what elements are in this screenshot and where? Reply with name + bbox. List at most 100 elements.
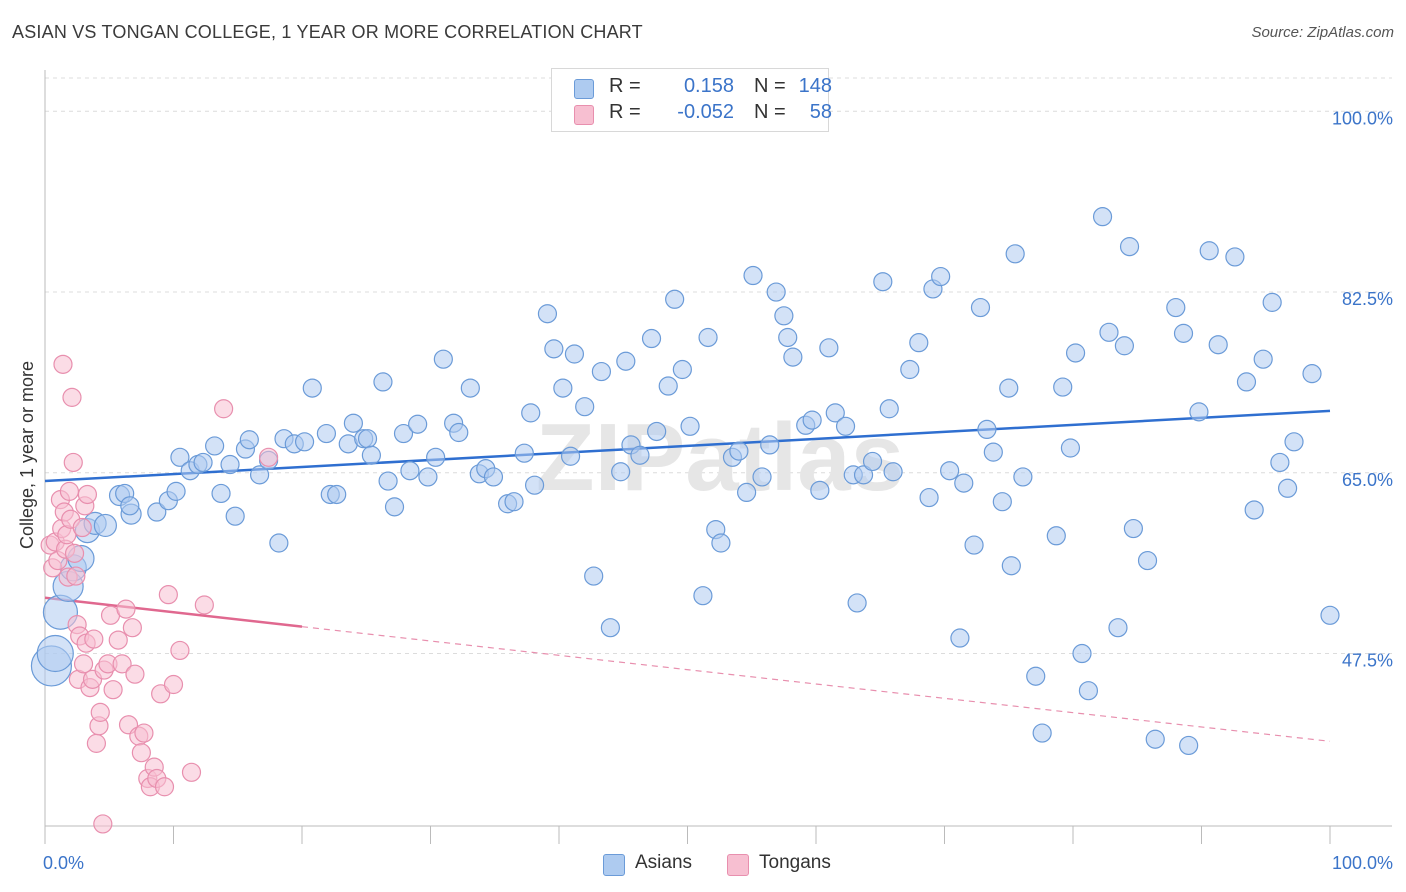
asian-point (433, 349, 453, 369)
asian-point (483, 467, 504, 487)
tongan-point (131, 743, 151, 763)
asian-point (393, 423, 414, 444)
asians-swatch (574, 79, 594, 99)
asian-point (862, 451, 883, 472)
tongan-point (122, 618, 142, 638)
asian-point (970, 297, 991, 318)
y-axis-label: College, 1 year or more (17, 361, 37, 549)
asian-point (1114, 336, 1135, 356)
tongan-point (93, 814, 113, 834)
asian-point (1225, 247, 1245, 267)
chart-title: ASIAN VS TONGAN COLLEGE, 1 YEAR OR MORE … (12, 22, 643, 42)
asian-point (1262, 292, 1282, 312)
y-tick-label: 65.0% (1342, 470, 1393, 490)
asian-point (1208, 335, 1228, 355)
tongan-point (59, 481, 80, 501)
y-tick-label: 47.5% (1342, 651, 1393, 671)
tongan-point (214, 399, 234, 419)
tick-labels: 47.5% 65.0% 82.5% 100.0% 0.0% 100.0% (43, 108, 1393, 873)
asian-point (239, 430, 259, 450)
tongan-point (63, 452, 83, 473)
n-label: N = (754, 75, 786, 97)
asian-point (373, 372, 393, 392)
asian-point (418, 467, 438, 487)
asian-point (641, 328, 662, 349)
asian-point (584, 566, 604, 586)
tongan-point (53, 354, 73, 374)
asian-point (302, 378, 322, 398)
y-tick-label: 82.5% (1342, 289, 1393, 309)
tongans-swatch (574, 105, 594, 125)
tongan-trendline (44, 596, 303, 628)
asian-point (835, 416, 856, 436)
asian-point (983, 442, 1003, 462)
asian-point (616, 351, 636, 371)
tongan-point (151, 684, 171, 704)
asian-point (521, 403, 541, 423)
asian-point (575, 397, 595, 417)
asian-point (825, 403, 845, 423)
asian-point (544, 339, 564, 359)
asian-point (400, 461, 420, 481)
tongan-point (108, 630, 128, 650)
asian-point (737, 482, 757, 503)
asian-point (504, 492, 524, 512)
asian-point (774, 306, 794, 326)
x-tick-label: 0.0% (43, 853, 84, 873)
asian-point (426, 447, 446, 467)
asian-point (357, 429, 378, 449)
asian-point (693, 586, 713, 606)
asian-point (560, 446, 581, 466)
asian-point (992, 492, 1012, 512)
tongan-point (86, 733, 107, 753)
asian-point (1284, 432, 1304, 452)
asian-point (647, 421, 667, 442)
asian-point (999, 378, 1019, 398)
y-tick-label: 100.0% (1332, 108, 1393, 128)
asian-point (1072, 643, 1092, 664)
asian-point (1099, 322, 1119, 342)
asian-point (630, 445, 650, 465)
tongans-n-value: 58 (809, 101, 832, 123)
asian-point (524, 475, 545, 495)
r-label: R = (609, 75, 641, 97)
asian-point (205, 436, 225, 456)
asian-point (553, 378, 573, 398)
asian-point (514, 443, 534, 463)
correlation-legend: R = 0.158 N = 148 R = -0.052 N = 58 (551, 68, 832, 132)
asian-point (1166, 297, 1186, 318)
asian-point (384, 497, 405, 517)
tongans-legend-swatch (727, 854, 749, 876)
asian-point (1078, 681, 1099, 701)
asian-point (1179, 735, 1199, 756)
asian-point (1302, 364, 1322, 384)
asian-point (120, 496, 140, 516)
asian-point (537, 304, 558, 324)
tongan-point (84, 629, 104, 649)
source-label: Source: ZipAtlas.com (1251, 24, 1394, 41)
tongan-point (158, 585, 178, 605)
asian-point (316, 423, 337, 444)
asian-point (269, 533, 289, 553)
asian-point (879, 399, 899, 419)
asian-point (680, 416, 700, 436)
asian-point (1108, 618, 1128, 638)
asian-point (1026, 666, 1046, 686)
asian-point (1145, 729, 1165, 749)
tongan-point (258, 447, 279, 467)
asian-point (1320, 605, 1340, 625)
asian-point (853, 465, 874, 485)
asian-point (883, 462, 903, 482)
asian-point (847, 593, 867, 613)
asian-point (1013, 467, 1033, 487)
tongan-point (154, 777, 175, 797)
asian-point (249, 465, 270, 485)
asian-point (909, 333, 929, 353)
asian-point (1137, 550, 1158, 571)
x-tick-label: 100.0% (1332, 853, 1393, 873)
tongan-point (116, 599, 136, 619)
asian-point (166, 481, 186, 501)
asian-point (658, 376, 678, 396)
asian-point (1001, 556, 1021, 576)
